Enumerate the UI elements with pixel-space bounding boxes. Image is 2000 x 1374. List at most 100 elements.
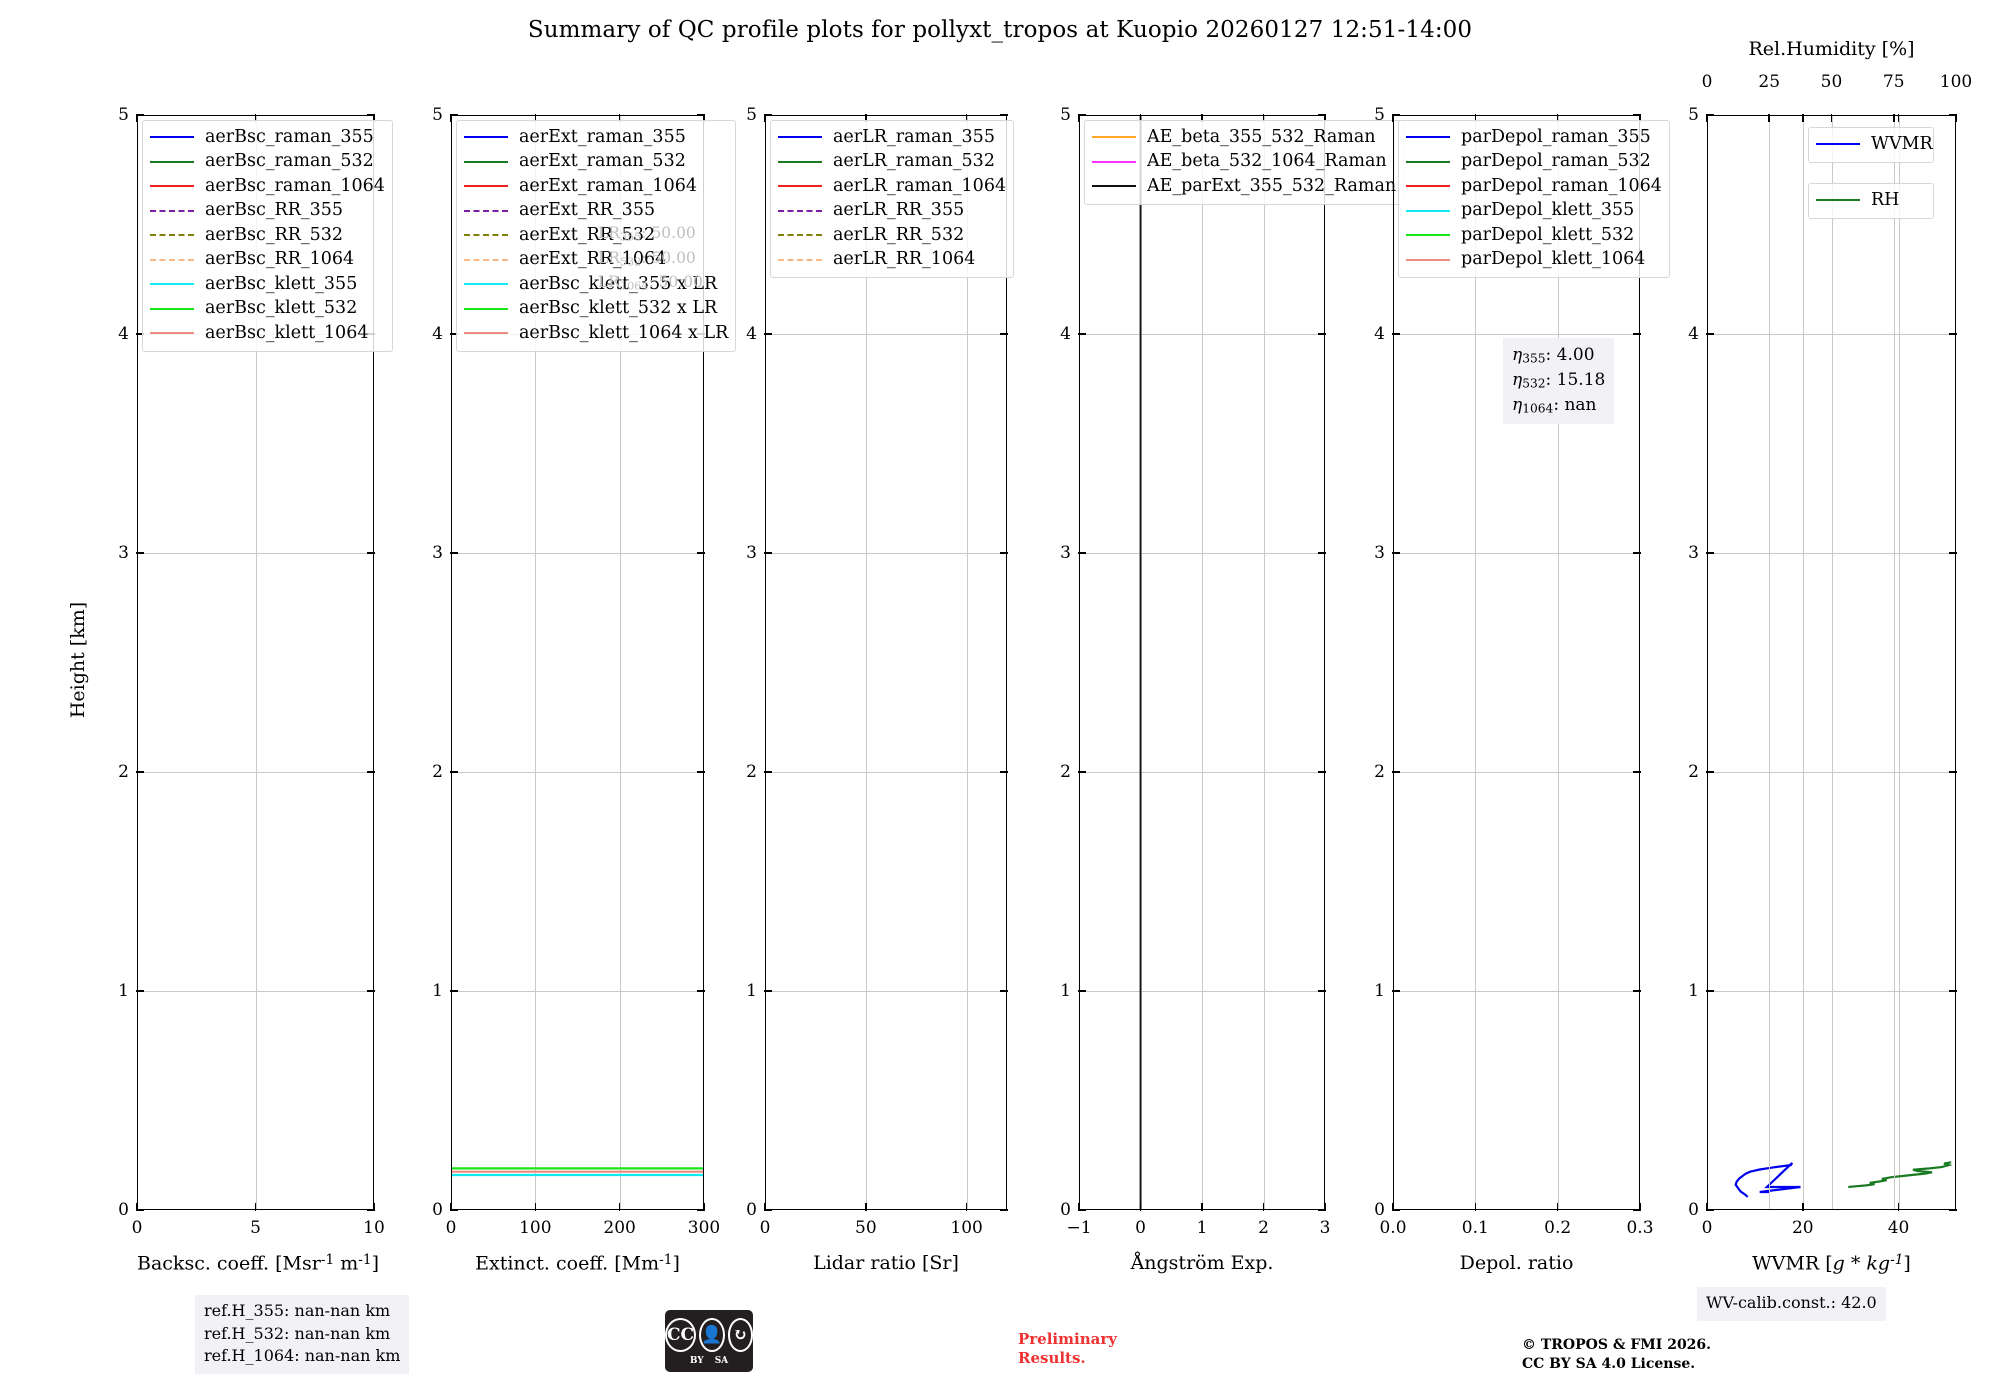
lr-row: LR1064: 50.00 [598, 273, 703, 293]
plot-area-wvmr[interactable] [1707, 115, 1956, 1210]
legend-label: parDepol_raman_1064 [1461, 175, 1662, 196]
data-curves-wvmr [1734, 1161, 1953, 1198]
legend-item[interactable]: aerBsc_raman_1064 [150, 174, 385, 199]
x-tick-top [1262, 114, 1265, 122]
y-tick-label: 2 [432, 762, 443, 782]
legend-item[interactable]: aerLR_RR_355 [778, 199, 1006, 224]
legend-swatch-dashed-icon [778, 258, 822, 261]
legend-item[interactable]: aerLR_RR_1064 [778, 248, 1006, 273]
axes-frame [1393, 115, 1640, 1210]
x-tick-label: 100 [950, 1218, 983, 1238]
legend-item[interactable]: aerLR_raman_1064 [778, 174, 1006, 199]
legend-item[interactable]: aerBsc_klett_532 x LR [464, 297, 728, 322]
legend-item[interactable]: aerBsc_raman_355 [150, 125, 385, 150]
gridline-horizontal [765, 772, 1007, 773]
legend-label: aerBsc_klett_1064 [205, 322, 369, 343]
legend-item[interactable]: aerBsc_klett_355 x LR [464, 272, 728, 297]
legend-swatch-solid-icon [1092, 136, 1136, 139]
legend-item[interactable]: RH [1816, 188, 1926, 213]
legend-swatch-solid-icon [150, 332, 194, 335]
y-tick-right [697, 1209, 705, 1211]
legend-item[interactable]: aerBsc_RR_1064 [150, 248, 385, 273]
gridline-horizontal [451, 772, 704, 773]
y-tick-right [367, 552, 375, 554]
legend-item[interactable]: parDepol_raman_355 [1406, 125, 1662, 150]
legend-label: aerBsc_klett_355 [205, 273, 358, 294]
y-tick-right [1318, 114, 1326, 116]
legend-item[interactable]: aerBsc_klett_355 [150, 272, 385, 297]
x-tick-top [764, 114, 766, 122]
plot-area-angstrom[interactable] [1079, 115, 1325, 1210]
x-tick-top [534, 114, 537, 122]
legend-item[interactable]: aerExt_raman_1064 [464, 174, 728, 199]
y-tick-label: 0 [1060, 1200, 1071, 1220]
y-tick-right [1633, 1209, 1641, 1211]
legend-item[interactable]: WVMR [1816, 132, 1933, 157]
legend-item[interactable]: aerLR_RR_532 [778, 223, 1006, 248]
x-tick-top [254, 114, 257, 122]
legend-swatch-solid-icon [464, 185, 508, 188]
legend-item[interactable]: AE_parExt_355_532_Raman [1092, 174, 1396, 199]
y-tick-label: 5 [1060, 105, 1071, 125]
legend-item[interactable]: aerBsc_klett_1064 x LR [464, 321, 728, 346]
y-tick [450, 114, 458, 116]
y-tick [1392, 114, 1400, 116]
legend-item[interactable]: aerExt_RR_532 [464, 223, 728, 248]
legend-swatch-solid-icon [1406, 136, 1450, 139]
eta-row: η355: 4.00 [1512, 345, 1595, 366]
legend-label: aerBsc_RR_532 [205, 224, 344, 245]
y-tick [1706, 771, 1714, 773]
x-tick-top [965, 114, 968, 122]
legend: parDepol_raman_355 parDepol_raman_532 parD… [1398, 120, 1670, 278]
y-tick-label: 4 [118, 324, 129, 344]
eta-annotation: η355: 4.00 η532: 15.18 η1064: nan [1503, 338, 1615, 425]
x-tick-top [1801, 114, 1804, 122]
legend-item[interactable]: aerExt_RR_1064 [464, 248, 728, 273]
x-tick-label: 0 [1135, 1218, 1146, 1238]
x-tick-label: 3 [1319, 1218, 1331, 1238]
legend-item[interactable]: parDepol_klett_532 [1406, 223, 1662, 248]
x-tick-top [450, 114, 452, 122]
plot-area-lidar-ratio[interactable] [765, 115, 1007, 1210]
legend-item[interactable]: parDepol_raman_1064 [1406, 174, 1662, 199]
legend-item[interactable]: parDepol_klett_1064 [1406, 248, 1662, 273]
y-tick [1392, 990, 1400, 992]
copyright-line-1: © TROPOS & FMI 2026. [1522, 1337, 1712, 1353]
y-tick-label: 1 [118, 981, 129, 1001]
legend-item[interactable]: AE_beta_532_1064_Raman [1092, 150, 1396, 175]
legend-item[interactable]: aerExt_raman_355 [464, 125, 728, 150]
plot-area-depol-ratio[interactable] [1393, 115, 1640, 1210]
legend-swatch-solid-icon [1406, 234, 1450, 237]
axes-frame [451, 115, 704, 1210]
y-tick-right [1000, 990, 1008, 992]
legend: AE_beta_355_532_Raman AE_beta_532_1064_Ra… [1084, 120, 1405, 205]
legend-swatch-solid-icon [778, 185, 822, 188]
legend-swatch-solid-icon [1406, 209, 1450, 212]
legend-item[interactable]: aerBsc_RR_355 [150, 199, 385, 224]
preliminary-results-note: Preliminary Results. [1018, 1330, 1117, 1368]
legend-item[interactable]: aerLR_raman_532 [778, 150, 1006, 175]
legend-item[interactable]: aerBsc_raman_532 [150, 150, 385, 175]
y-tick-right [367, 114, 375, 116]
legend-item[interactable]: aerExt_RR_355 [464, 199, 728, 224]
legend-item[interactable]: aerBsc_klett_1064 [150, 321, 385, 346]
legend-label: aerLR_raman_1064 [833, 175, 1007, 196]
legend-swatch-solid-icon [1816, 143, 1860, 146]
cc-sa-icon: ↻ [727, 1318, 753, 1352]
legend-item[interactable]: aerExt_raman_532 [464, 150, 728, 175]
top-x-tick-label: 0 [1701, 72, 1713, 92]
top-x-tick-label: 25 [1758, 72, 1781, 92]
y-tick-label: 3 [746, 543, 757, 563]
legend-item[interactable]: aerLR_raman_355 [778, 125, 1006, 150]
legend-label: aerExt_raman_355 [519, 126, 686, 147]
x-tick [1639, 1203, 1641, 1211]
legend-item[interactable]: parDepol_klett_355 [1406, 199, 1662, 224]
x-tick [1262, 1203, 1265, 1211]
legend-item[interactable]: aerBsc_RR_532 [150, 223, 385, 248]
y-tick-label: 4 [1060, 324, 1071, 344]
legend-item[interactable]: aerBsc_klett_532 [150, 297, 385, 322]
legend-item[interactable]: parDepol_raman_532 [1406, 150, 1662, 175]
legend-swatch-solid-icon [464, 160, 508, 163]
plot-area-extinction[interactable] [451, 115, 704, 1210]
legend-item[interactable]: AE_beta_355_532_Raman [1092, 125, 1396, 150]
